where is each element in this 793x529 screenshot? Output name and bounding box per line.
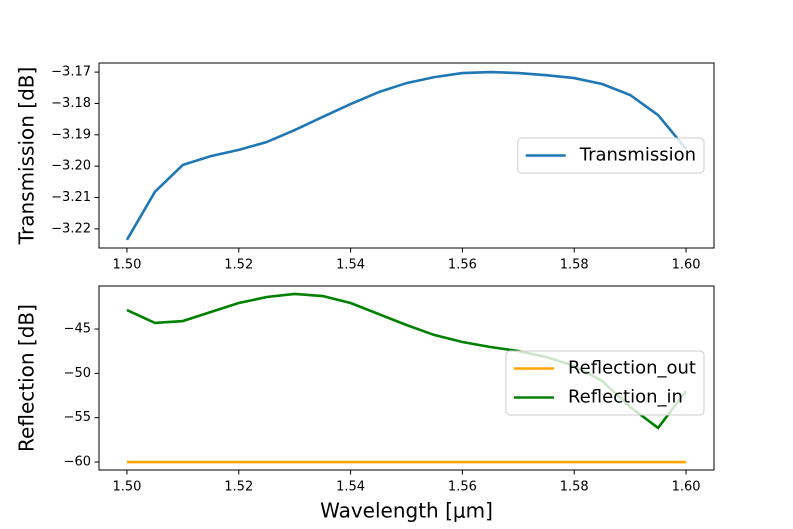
y-tick-label: −55 [64,410,91,425]
x-tick-label: 1.54 [336,480,365,495]
series-line [125,70,688,241]
y-axis-label: Transmission [dB] [15,67,39,246]
x-tick-label: 1.58 [560,258,589,273]
y-tick-label: −60 [64,455,91,470]
x-tick-label: 1.50 [112,258,141,273]
axes-frame [98,62,715,249]
legend-box [517,137,705,174]
y-tick-label: −45 [64,322,91,337]
axes: 1.50 1.52 1.54 1.56 1.58 1.60 −3.22 −3.21 −3.20 −… [15,62,715,273]
y-tick-label: −3.18 [51,96,91,111]
legend-label: Reflection_in [568,387,683,408]
legend-label: Reflection_out [568,358,696,379]
axes: 1.50 1.52 1.54 1.56 1.58 1.60 −60 −55 −50 −45 Refl… [15,285,715,523]
legend: Reflection_out Reflection_in [505,350,705,416]
legend-box [505,350,705,416]
legend: Transmission [517,137,705,174]
y-tick-label: −3.21 [51,190,91,205]
legend-label: Transmission [579,145,696,166]
y-axis-label: Reflection [dB] [15,304,39,452]
x-tick-label: 1.58 [560,480,589,495]
x-tick-label: 1.52 [224,258,253,273]
x-tick-label: 1.52 [224,480,253,495]
y-tick-label: −3.17 [51,65,91,80]
x-tick-label: 1.56 [448,480,477,495]
x-axis-label: Wavelength [μm] [320,499,493,523]
x-tick-label: 1.56 [448,258,477,273]
x-tick-label: 1.60 [672,258,701,273]
y-tick-label: −3.22 [51,221,91,236]
y-tick-label: −50 [64,366,91,381]
x-tick-label: 1.50 [112,480,141,495]
axes-frame [98,285,715,471]
y-tick-label: −3.20 [51,159,91,174]
y-tick-label: −3.19 [51,127,91,142]
x-tick-label: 1.54 [336,258,365,273]
x-tick-label: 1.60 [672,480,701,495]
